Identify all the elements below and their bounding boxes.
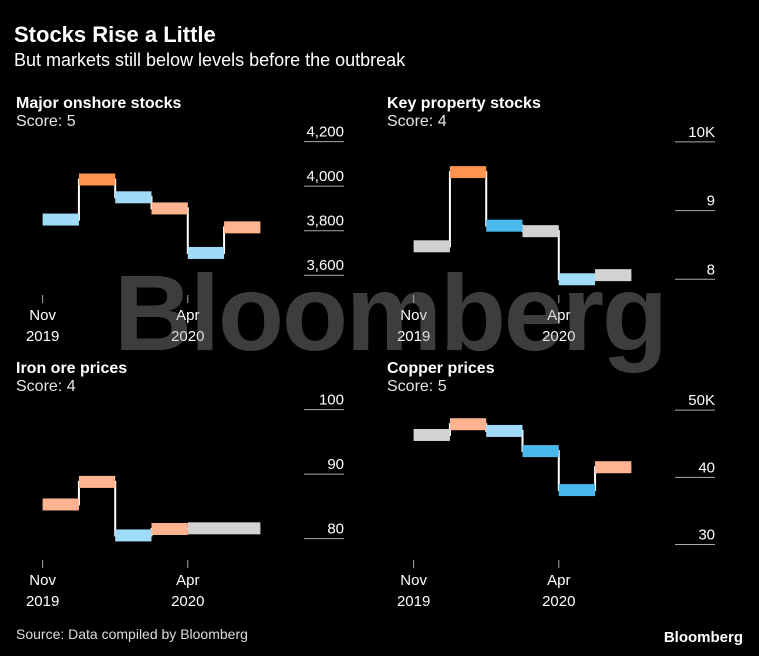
step-segment (115, 529, 152, 542)
panel-key-property-stocks: Key property stocks Score: 4 10K 9 8 Nov 201… (385, 95, 745, 345)
step-segment (595, 461, 632, 474)
step-segment (449, 418, 487, 431)
panel-score: Score: 5 (16, 113, 76, 130)
x-tick-label: 2020 (171, 593, 204, 610)
step-segment (187, 246, 225, 259)
panel-title: Iron ore prices (16, 360, 128, 377)
x-tick-label: Nov (29, 307, 56, 324)
x-tick-label: Nov (400, 307, 427, 324)
x-tick-label: Apr (176, 307, 199, 324)
x-tick-label: Nov (400, 572, 427, 589)
panel-score: Score: 5 (387, 378, 447, 395)
x-tick-label: 2019 (26, 328, 59, 345)
y-tick-label: 100 (319, 392, 344, 409)
step-segment (522, 225, 559, 238)
x-tick-label: Apr (176, 572, 199, 589)
step-segment (42, 498, 79, 511)
y-tick-label: 80 (327, 521, 344, 538)
chart-subtitle: But markets still below levels before th… (14, 50, 406, 70)
step-segment (78, 173, 116, 186)
step-chart-svg: 50K 40 30 Nov 2019 Apr 2020 (397, 392, 715, 610)
panel-major-onshore-stocks: Major onshore stocks Score: 5 4,200 4,000… (14, 95, 374, 345)
step-segment (115, 191, 152, 204)
y-tick-label: 90 (327, 456, 344, 473)
x-tick-label: Nov (29, 572, 56, 589)
x-tick-label: 2020 (171, 328, 204, 345)
step-segment (413, 428, 450, 441)
bloomberg-logo: Bloomberg (663, 629, 743, 646)
x-tick-label: 2020 (542, 328, 575, 345)
step-segment (187, 522, 261, 535)
step-segment (413, 240, 450, 253)
y-tick-label: 4,000 (306, 168, 344, 185)
y-tick-label: 30 (698, 527, 715, 544)
panel-score: Score: 4 (387, 113, 447, 130)
step-segment (558, 484, 596, 497)
y-tick-label: 50K (688, 392, 715, 409)
step-segment (486, 424, 523, 437)
source-note: Source: Data compiled by Bloomberg (16, 626, 248, 642)
panel-title: Major onshore stocks (16, 95, 182, 112)
step-segment (486, 219, 523, 232)
step-chart-svg: 100 90 80 Nov 2019 Apr 2020 (26, 392, 344, 610)
y-tick-label: 9 (707, 193, 715, 210)
x-tick-label: 2019 (397, 593, 430, 610)
y-tick-label: 8 (707, 261, 715, 278)
y-tick-label: 4,200 (306, 124, 344, 141)
x-tick-label: 2019 (397, 328, 430, 345)
y-tick-label: 40 (698, 459, 715, 476)
panel-title: Copper prices (387, 360, 495, 377)
step-chart-svg: 4,200 4,000 3,800 3,600 Nov 2019 Apr 2020 (26, 124, 344, 345)
y-tick-label: 3,600 (306, 257, 344, 274)
step-segment (78, 475, 116, 488)
y-tick-label: 3,800 (306, 213, 344, 230)
step-segment (42, 213, 79, 226)
panel-title: Key property stocks (387, 95, 541, 112)
y-tick-label: 10K (688, 124, 715, 141)
panel-iron-ore-prices: Iron ore prices Score: 4 100 90 80 Nov 2019 A… (14, 360, 374, 610)
x-tick-label: Apr (547, 572, 570, 589)
x-tick-label: Apr (547, 307, 570, 324)
x-tick-label: 2019 (26, 593, 59, 610)
panel-copper-prices: Copper prices Score: 5 50K 40 30 Nov 2019 Apr… (385, 360, 745, 610)
x-tick-label: 2020 (542, 593, 575, 610)
step-segment (449, 166, 487, 179)
panel-score: Score: 4 (16, 378, 76, 395)
step-segment (151, 202, 188, 215)
step-chart-svg: 10K 9 8 Nov 2019 Apr 2020 (397, 124, 715, 345)
step-segment (522, 445, 559, 458)
step-segment (595, 269, 632, 282)
chart-title: Stocks Rise a Little (14, 22, 216, 47)
step-segment (558, 273, 596, 286)
step-segment (151, 522, 188, 535)
step-segment (224, 221, 261, 234)
